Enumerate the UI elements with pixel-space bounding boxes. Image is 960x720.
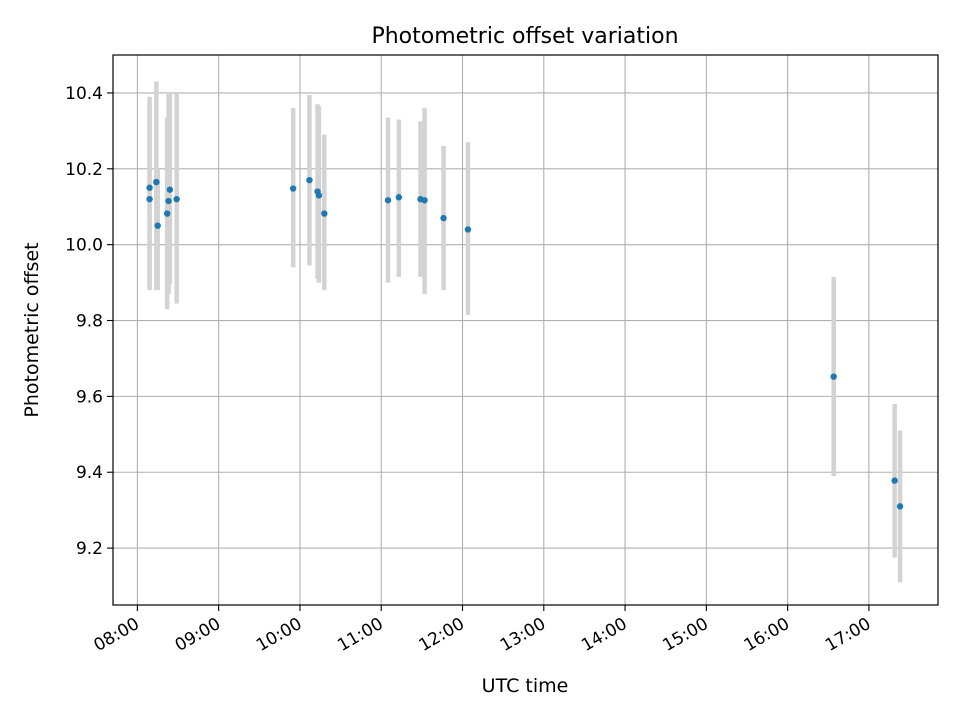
data-points [146,176,904,510]
data-point [464,226,472,233]
data-point [421,197,428,204]
grid [113,55,938,605]
data-point [163,210,171,217]
data-point [146,195,153,203]
data-point [830,373,837,380]
data-point [395,194,403,201]
data-point [166,186,174,193]
chart-title: Photometric offset variation [371,24,678,49]
data-point [306,176,313,184]
data-point [154,222,161,229]
data-point [289,185,297,192]
data-point [384,197,392,204]
data-point [153,178,160,186]
y-tick-label: 10.2 [65,160,103,180]
data-point [321,210,328,217]
y-tick-label: 10.4 [65,84,103,104]
y-tick-label: 9.6 [76,387,103,407]
data-point [173,195,180,203]
data-point [315,192,323,199]
plot-frame [112,54,939,606]
y-tick-label: 9.8 [76,312,103,332]
x-axis-label: UTC time [482,675,569,697]
y-tick-label: 10.0 [65,236,103,256]
data-point [440,214,447,222]
data-point [165,197,172,205]
y-tick-label: 9.4 [76,463,103,483]
y-tick-label: 9.2 [76,539,103,559]
data-point [146,184,153,191]
data-point [896,503,904,510]
y-axis-label: Photometric offset [21,242,43,417]
data-point [891,477,898,484]
